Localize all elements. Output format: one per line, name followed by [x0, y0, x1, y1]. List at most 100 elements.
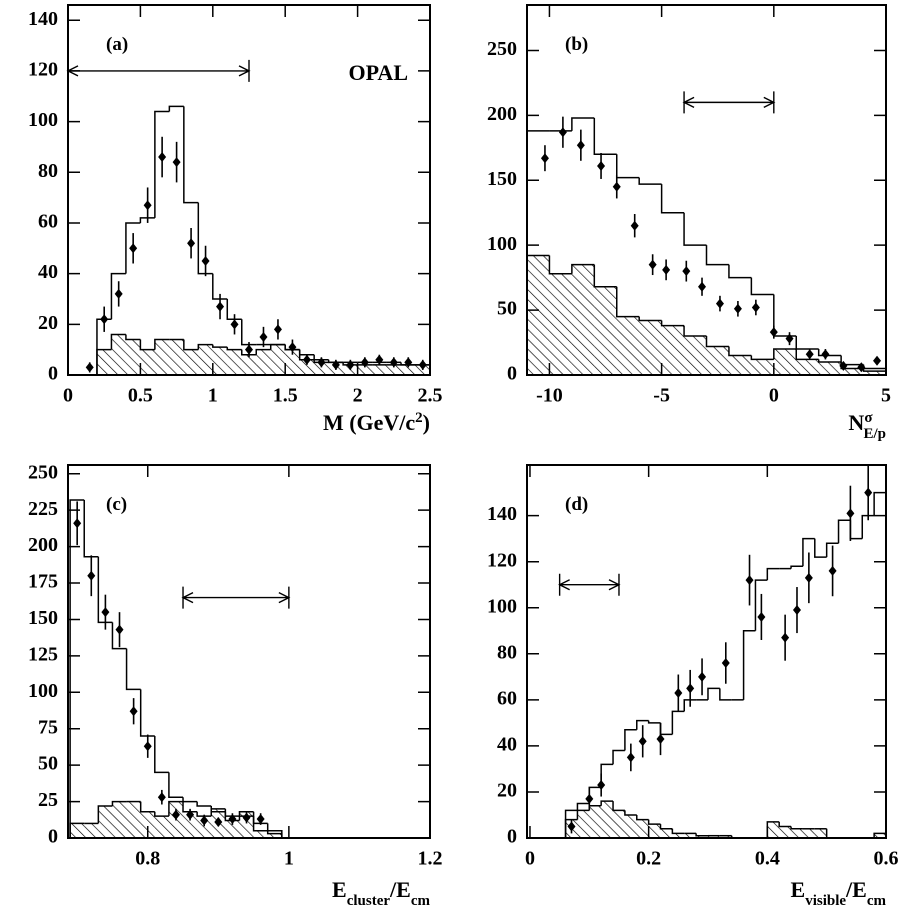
y-tick-label: 0 [48, 826, 58, 848]
data-point [73, 518, 82, 529]
y-tick-label: 60 [497, 687, 517, 709]
y-tick-label: 50 [497, 298, 517, 320]
y-tick-label: 250 [487, 38, 517, 60]
background-bin [527, 255, 550, 375]
data-point [682, 266, 691, 277]
data-point [418, 359, 427, 370]
data-point [404, 357, 413, 368]
background-outline [705, 336, 729, 348]
data-point [317, 357, 326, 368]
expected-histogram [612, 749, 625, 765]
background-outline [616, 286, 640, 318]
background-bin [126, 801, 141, 838]
background-bin [183, 349, 199, 375]
data-point [626, 752, 635, 763]
expected-histogram [705, 245, 729, 266]
background-outline [659, 824, 673, 830]
data-point [597, 780, 606, 791]
data-point [171, 809, 180, 820]
background-bin [684, 336, 707, 375]
background-bin [773, 349, 797, 375]
expected-histogram [683, 212, 707, 246]
background-bin [270, 344, 286, 375]
x-axis-label-part: N [848, 410, 864, 435]
background-bin [874, 833, 886, 838]
y-tick-label: 75 [38, 716, 58, 738]
background-bin [802, 828, 815, 838]
y-tick-label: 140 [487, 503, 517, 525]
expected-histogram [750, 277, 774, 296]
data-point [698, 281, 707, 292]
background-outline [197, 343, 213, 350]
y-tick-label: 200 [28, 534, 58, 556]
background-outline [728, 346, 752, 357]
x-axis-label-part: /E [389, 877, 411, 902]
y-tick-label: 0 [507, 826, 517, 848]
expected-histogram [97, 556, 113, 624]
x-axis-label-part: visible [805, 893, 846, 909]
data-point [216, 301, 225, 312]
y-tick-label: 100 [487, 595, 517, 617]
data-point [846, 508, 855, 519]
y-tick-label: 100 [28, 109, 58, 131]
expected-histogram [571, 117, 595, 131]
data-point [805, 349, 814, 360]
background-outline [154, 338, 170, 350]
background-bin [197, 816, 212, 838]
y-tick-label: 40 [497, 733, 517, 755]
background-bin [594, 286, 617, 375]
expected-histogram [636, 719, 649, 730]
data-point [129, 706, 138, 717]
background-bin [96, 349, 112, 375]
background-outline [695, 833, 708, 837]
plot-frame [67, 464, 431, 839]
background-bin [728, 355, 752, 375]
expected-histogram [616, 154, 640, 179]
background-bin [267, 833, 282, 838]
expected-histogram [241, 319, 257, 346]
y-tick-label: 100 [487, 233, 517, 255]
y-tick-label: 140 [28, 8, 58, 30]
background-bin [571, 264, 595, 375]
selection-arrow [181, 586, 291, 609]
data-point [686, 683, 695, 694]
x-tick-label: 0.8 [135, 848, 160, 870]
data-point [857, 362, 866, 373]
background-outline [660, 320, 685, 327]
background-bin [706, 346, 729, 375]
expected-histogram [125, 648, 141, 691]
y-tick-label: 120 [487, 549, 517, 571]
background-bin [70, 823, 85, 838]
x-tick-label: -5 [653, 385, 670, 407]
expected-histogram [593, 117, 617, 156]
background-bin [613, 810, 625, 838]
data-point [567, 821, 576, 832]
data-point [245, 344, 253, 355]
background-outline [125, 334, 141, 341]
data-point [585, 793, 594, 804]
expected-histogram [817, 349, 842, 357]
y-tick-label: 225 [28, 498, 58, 520]
background-outline [139, 339, 155, 351]
data-point [87, 570, 96, 581]
background-bin [696, 835, 708, 838]
background-bin [285, 349, 300, 375]
expected-histogram [69, 499, 85, 838]
background-bin [841, 368, 864, 375]
y-tick-label: 0 [48, 363, 58, 385]
background-outline [182, 801, 198, 813]
data-point [873, 355, 882, 366]
expected-histogram [576, 802, 590, 811]
background-outline [750, 355, 774, 361]
background-bin [639, 320, 662, 375]
background-outline [196, 811, 212, 817]
background-bin [299, 359, 315, 375]
x-axis-label: Ecluster/Ecm [332, 877, 430, 909]
selection-arrow [66, 59, 251, 82]
expected-histogram [183, 106, 199, 204]
background-bin [401, 364, 416, 375]
x-axis-label-part: E [332, 877, 347, 902]
data-point [821, 349, 830, 360]
data-point [256, 814, 265, 825]
data-point [228, 814, 237, 825]
